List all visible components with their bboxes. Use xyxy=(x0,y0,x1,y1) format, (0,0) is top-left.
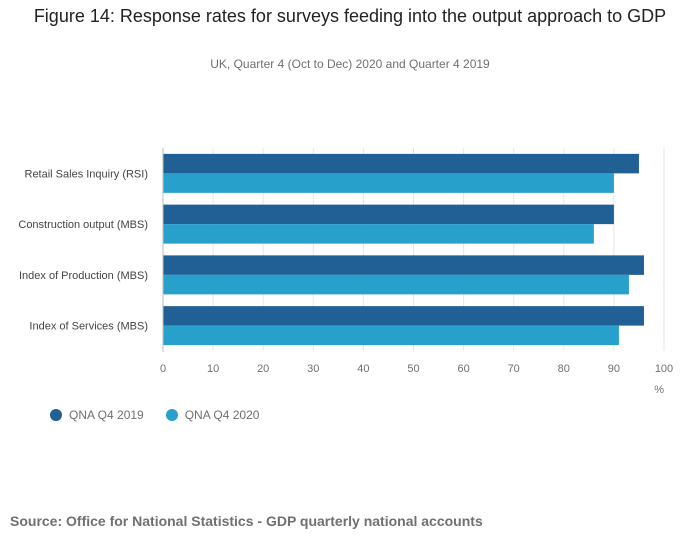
bar xyxy=(163,204,614,225)
bar xyxy=(163,274,629,295)
legend-swatch-qna-q4-2019 xyxy=(50,409,62,421)
x-tick-label: 90 xyxy=(608,363,620,375)
x-tick-label: 100 xyxy=(655,363,673,375)
category-label: Construction output (MBS) xyxy=(18,219,148,231)
x-tick-label: 40 xyxy=(357,363,369,375)
bar xyxy=(163,325,619,346)
x-tick-label: 80 xyxy=(558,363,570,375)
x-tick-label: 60 xyxy=(457,363,469,375)
category-label: Index of Services (MBS) xyxy=(29,321,148,333)
legend-item-qna-q4-2020[interactable]: QNA Q4 2020 xyxy=(165,408,260,422)
bar xyxy=(163,255,644,275)
x-tick-label: 50 xyxy=(407,363,419,375)
bar xyxy=(163,224,594,244)
x-axis-label: % xyxy=(654,384,664,396)
category-label: Retail Sales Inquiry (RSI) xyxy=(25,168,149,180)
legend-item-qna-q4-2019[interactable]: QNA Q4 2019 xyxy=(50,408,144,422)
legend-label-qna-q4-2019: QNA Q4 2019 xyxy=(69,408,144,422)
legend-swatch-qna-q4-2020 xyxy=(165,409,178,421)
bar xyxy=(163,153,639,174)
chart-title: Figure 14: Response rates for surveys fe… xyxy=(33,6,667,26)
legend: QNA Q4 2019 QNA Q4 2020 xyxy=(50,408,259,422)
source-note: Source: Office for National Statistics -… xyxy=(10,513,483,529)
legend-label-qna-q4-2020: QNA Q4 2020 xyxy=(184,408,260,422)
x-tick-label: 70 xyxy=(508,363,520,375)
chart-subtitle: UK, Quarter 4 (Oct to Dec) 2020 and Quar… xyxy=(210,57,490,71)
bar xyxy=(163,306,644,326)
x-tick-label: 0 xyxy=(160,363,166,375)
x-tick-label: 10 xyxy=(207,363,219,375)
x-tick-label: 20 xyxy=(257,363,269,375)
bar xyxy=(163,173,614,193)
x-tick-label: 30 xyxy=(307,363,319,375)
category-label: Index of Production (MBS) xyxy=(19,270,148,282)
